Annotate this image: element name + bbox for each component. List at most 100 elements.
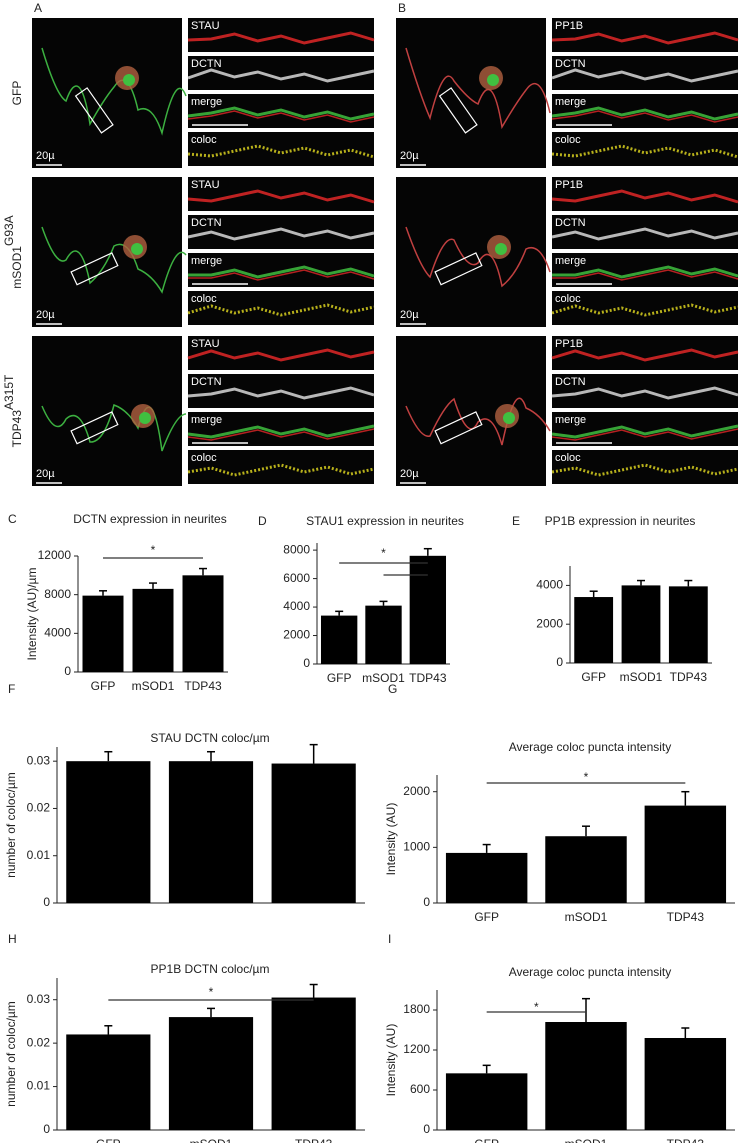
x-tick-label: mSOD1 [362,671,405,685]
bar [574,597,614,663]
x-tick-label: TDP43 [667,1137,705,1143]
channel-label: DCTN [191,217,222,229]
panel-letter: B [398,1,406,15]
row-label-name: GFP [10,81,24,106]
y-tick-label: 8000 [44,587,71,601]
bar [621,585,661,663]
x-tick-label: mSOD1 [565,1137,608,1143]
channel-signal [187,68,375,83]
x-tick-label: GFP [474,1137,499,1143]
channel-signal [188,269,375,281]
channel-label: DCTN [555,58,586,70]
x-tick-label: TDP43 [184,679,222,693]
x-tick-label: TDP43 [409,671,447,685]
y-tick-label: 0.03 [27,992,51,1006]
channel-signal [551,189,739,204]
chart-title: STAU DCTN coloc/µm [150,731,269,745]
scale-label: 20µ [400,309,419,321]
x-tick-label: GFP [91,679,116,693]
bar [668,586,708,663]
y-tick-label: 4000 [44,626,71,640]
channel-label: merge [555,414,586,426]
channel-signal [551,31,739,45]
panel-letter: I [388,932,391,946]
y-tick-label: 0 [303,656,310,670]
channel-signal [551,68,739,83]
micrograph [396,177,546,327]
panel-letter: A [34,1,42,15]
roi-box [74,87,114,134]
channel-strip [188,215,374,249]
x-tick-label: TDP43 [670,670,708,684]
y-axis-label: number of coloc/µm [4,772,18,878]
neurite [41,404,187,452]
x-tick-label: GFP [581,670,606,684]
significance-label: * [584,770,589,784]
neurite [41,226,187,294]
x-tick-label: GFP [96,1137,121,1143]
channel-strip [552,132,738,166]
channel-strip [188,450,374,484]
bar [545,836,627,903]
channel-label: coloc [191,452,217,464]
roi-box [70,252,119,286]
channel-strip [552,215,738,249]
chart-title: STAU1 expression in neurites [306,514,464,528]
chart-title: PP1B DCTN coloc/µm [151,962,270,976]
channel-label: coloc [191,134,217,146]
bar [445,852,528,903]
chart-title: PP1B expression in neurites [545,514,696,528]
channel-signal [552,265,739,279]
bar [271,997,356,1130]
y-tick-label: 2000 [283,628,310,642]
y-tick-label: 600 [410,1082,430,1096]
y-tick-label: 2000 [536,616,563,630]
x-tick-label: mSOD1 [565,910,608,924]
row-label-name: mSOD1 [10,246,24,289]
roi-box [70,411,119,445]
cell-nucleus [495,243,507,255]
channel-label: merge [555,255,586,267]
roi-box [434,252,483,286]
scale-label: 20µ [36,150,55,162]
panel-letter: E [512,514,520,528]
micrograph [32,336,182,486]
y-axis-label: number of coloc/µm [4,1001,18,1107]
significance-label: * [209,985,214,999]
y-tick-label: 0.03 [27,753,51,767]
channel-label: PP1B [555,179,583,191]
cell-nucleus [503,412,515,424]
bar [82,595,124,672]
x-tick-label: mSOD1 [132,679,175,693]
panel-letter: C [8,512,17,526]
y-tick-label: 2000 [403,784,430,798]
x-tick-label: GFP [474,910,499,924]
bar [168,761,254,903]
channel-strip [188,177,374,211]
bar [644,1038,727,1130]
channel-strip [552,450,738,484]
channel-label: coloc [555,452,581,464]
scale-label: 20µ [400,150,419,162]
channel-signal [187,189,375,204]
channel-signal [188,265,375,279]
channel-signal [552,269,739,281]
channel-label: DCTN [555,217,586,229]
bar [365,605,402,664]
cell-nucleus [487,74,499,86]
channel-signal [551,424,739,439]
channel-strip [188,132,374,166]
x-tick-label: GFP [327,671,352,685]
channel-label: coloc [555,293,581,305]
neurite [41,47,187,136]
channel-signal [551,110,739,123]
significance-label: * [151,543,156,557]
significance-label: * [534,1000,539,1014]
row-label: mSOD1G93A [2,215,24,288]
cell-nucleus [131,243,143,255]
roi-box [434,411,483,445]
y-tick-label: 1200 [403,1042,430,1056]
bar [409,555,447,664]
x-tick-label: mSOD1 [190,1137,233,1143]
